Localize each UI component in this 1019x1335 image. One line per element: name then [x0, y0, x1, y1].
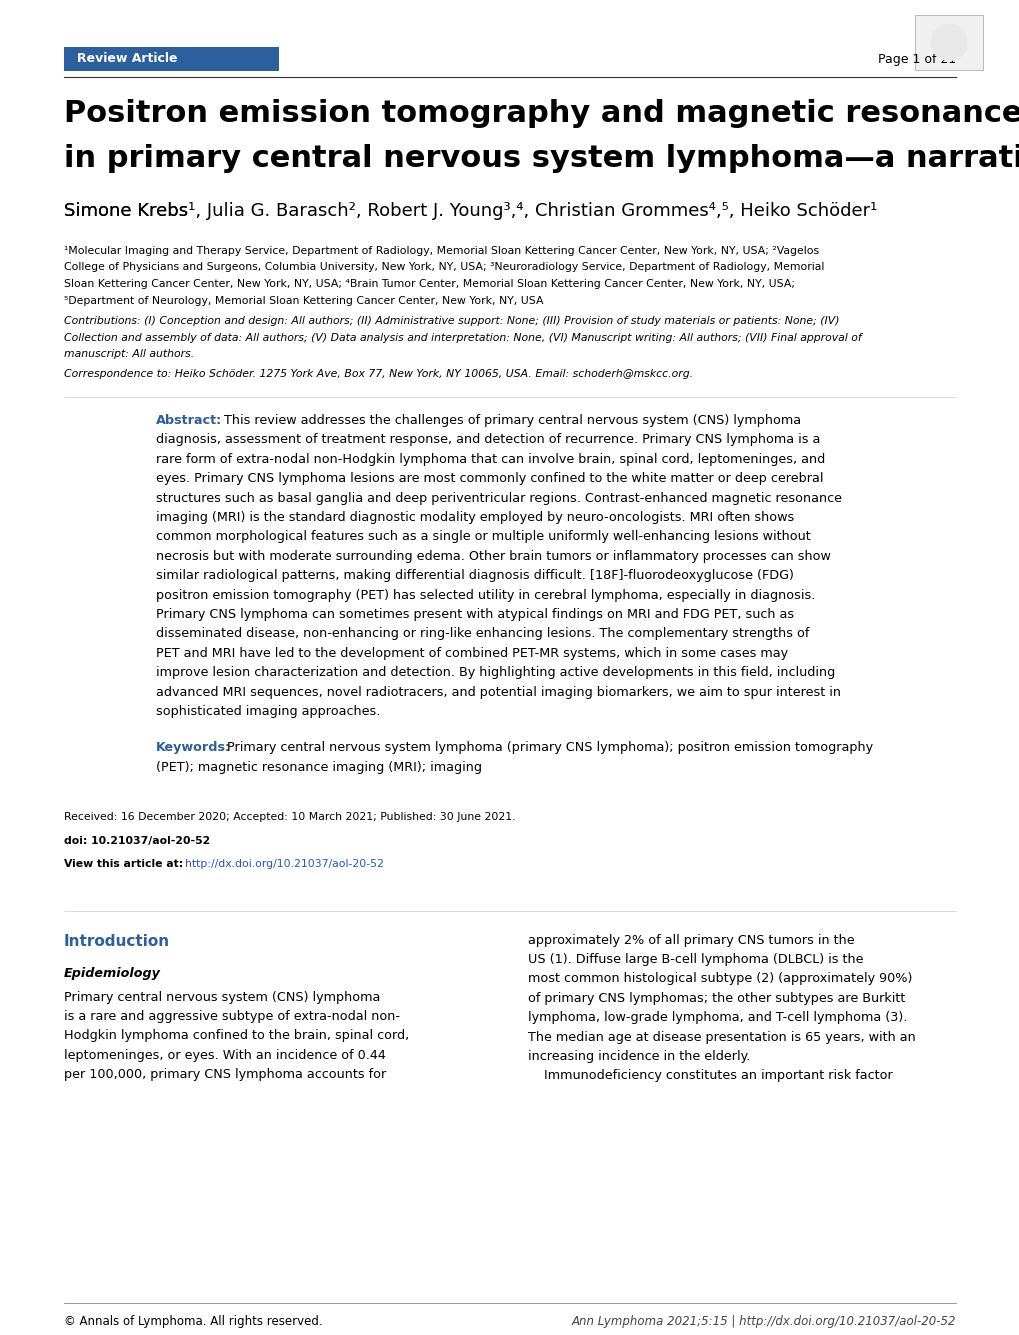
Text: Review Article: Review Article: [76, 52, 177, 65]
Text: Primary central nervous system (CNS) lymphoma: Primary central nervous system (CNS) lym…: [64, 991, 380, 1004]
Text: increasing incidence in the elderly.: increasing incidence in the elderly.: [528, 1051, 750, 1063]
FancyBboxPatch shape: [914, 15, 982, 69]
Text: View this article at:: View this article at:: [64, 860, 186, 869]
Text: rare form of extra-nodal non-Hodgkin lymphoma that can involve brain, spinal cor: rare form of extra-nodal non-Hodgkin lym…: [156, 453, 824, 466]
Text: most common histological subtype (2) (approximately 90%): most common histological subtype (2) (ap…: [528, 972, 911, 985]
Text: approximately 2% of all primary CNS tumors in the: approximately 2% of all primary CNS tumo…: [528, 933, 854, 947]
Text: This review addresses the challenges of primary central nervous system (CNS) lym: This review addresses the challenges of …: [223, 414, 800, 427]
Text: Epidemiology: Epidemiology: [64, 967, 161, 980]
Text: Sloan Kettering Cancer Center, New York, NY, USA; ⁴Brain Tumor Center, Memorial : Sloan Kettering Cancer Center, New York,…: [64, 279, 794, 288]
Text: manuscript: All authors.: manuscript: All authors.: [64, 348, 194, 359]
Text: imaging (MRI) is the standard diagnostic modality employed by neuro-oncologists.: imaging (MRI) is the standard diagnostic…: [156, 511, 794, 525]
Text: per 100,000, primary CNS lymphoma accounts for: per 100,000, primary CNS lymphoma accoun…: [64, 1068, 386, 1081]
Text: Introduction: Introduction: [64, 933, 170, 949]
Text: diagnosis, assessment of treatment response, and detection of recurrence. Primar: diagnosis, assessment of treatment respo…: [156, 434, 819, 446]
Text: The median age at disease presentation is 65 years, with an: The median age at disease presentation i…: [528, 1031, 915, 1044]
Text: similar radiological patterns, making differential diagnosis difficult. [18F]-fl: similar radiological patterns, making di…: [156, 569, 793, 582]
Text: eyes. Primary CNS lymphoma lesions are most commonly confined to the white matte: eyes. Primary CNS lymphoma lesions are m…: [156, 473, 822, 485]
Text: of primary CNS lymphomas; the other subtypes are Burkitt: of primary CNS lymphomas; the other subt…: [528, 992, 905, 1005]
Text: Hodgkin lymphoma confined to the brain, spinal cord,: Hodgkin lymphoma confined to the brain, …: [64, 1029, 409, 1043]
Text: Positron emission tomography and magnetic resonance imaging: Positron emission tomography and magneti…: [64, 99, 1019, 128]
Text: Abstract:: Abstract:: [156, 414, 222, 427]
Text: ⁵Department of Neurology, Memorial Sloan Kettering Cancer Center, New York, NY, : ⁵Department of Neurology, Memorial Sloan…: [64, 295, 543, 306]
Text: positron emission tomography (PET) has selected utility in cerebral lymphoma, es: positron emission tomography (PET) has s…: [156, 589, 814, 602]
Circle shape: [930, 24, 966, 60]
Text: Immunodeficiency constitutes an important risk factor: Immunodeficiency constitutes an importan…: [528, 1069, 892, 1083]
Text: Ann Lymphoma 2021;5:15 | http://dx.doi.org/10.21037/aol-20-52: Ann Lymphoma 2021;5:15 | http://dx.doi.o…: [571, 1315, 955, 1328]
Text: Correspondence to: Heiko Schöder. 1275 York Ave, Box 77, New York, NY 10065, USA: Correspondence to: Heiko Schöder. 1275 Y…: [64, 368, 693, 379]
Text: ¹Molecular Imaging and Therapy Service, Department of Radiology, Memorial Sloan : ¹Molecular Imaging and Therapy Service, …: [64, 246, 818, 256]
Text: Simone Krebs: Simone Krebs: [64, 202, 187, 220]
Text: Primary central nervous system lymphoma (primary CNS lymphoma); positron emissio: Primary central nervous system lymphoma …: [227, 741, 872, 754]
Text: Keywords:: Keywords:: [156, 741, 231, 754]
Text: Check for
updates: Check for updates: [933, 40, 963, 51]
Text: Simone Krebs¹, Julia G. Barasch², Robert J. Young³,⁴, Christian Grommes⁴,⁵, Heik: Simone Krebs¹, Julia G. Barasch², Robert…: [64, 202, 876, 220]
Text: (PET); magnetic resonance imaging (MRI); imaging: (PET); magnetic resonance imaging (MRI);…: [156, 761, 482, 774]
Text: advanced MRI sequences, novel radiotracers, and potential imaging biomarkers, we: advanced MRI sequences, novel radiotrace…: [156, 686, 841, 698]
Text: http://dx.doi.org/10.21037/aol-20-52: http://dx.doi.org/10.21037/aol-20-52: [185, 860, 384, 869]
Text: Page 1 of 21: Page 1 of 21: [877, 52, 955, 65]
Text: leptomeninges, or eyes. With an incidence of 0.44: leptomeninges, or eyes. With an incidenc…: [64, 1049, 385, 1061]
Text: common morphological features such as a single or multiple uniformly well-enhanc: common morphological features such as a …: [156, 530, 810, 543]
Text: is a rare and aggressive subtype of extra-nodal non-: is a rare and aggressive subtype of extr…: [64, 1011, 399, 1023]
Text: structures such as basal ganglia and deep periventricular regions. Contrast-enha: structures such as basal ganglia and dee…: [156, 491, 841, 505]
Text: sophisticated imaging approaches.: sophisticated imaging approaches.: [156, 705, 380, 718]
Text: necrosis but with moderate surrounding edema. Other brain tumors or inflammatory: necrosis but with moderate surrounding e…: [156, 550, 830, 563]
Text: PET and MRI have led to the development of combined PET-MR systems, which in som: PET and MRI have led to the development …: [156, 646, 788, 659]
Text: Contributions: (I) Conception and design: All authors; (II) Administrative suppo: Contributions: (I) Conception and design…: [64, 316, 839, 326]
Text: College of Physicians and Surgeons, Columbia University, New York, NY, USA; ³Neu: College of Physicians and Surgeons, Colu…: [64, 263, 823, 272]
FancyBboxPatch shape: [64, 47, 279, 71]
Text: disseminated disease, non-enhancing or ring-like enhancing lesions. The compleme: disseminated disease, non-enhancing or r…: [156, 627, 809, 641]
Text: improve lesion characterization and detection. By highlighting active developmen: improve lesion characterization and dete…: [156, 666, 835, 680]
Text: lymphoma, low-grade lymphoma, and T-cell lymphoma (3).: lymphoma, low-grade lymphoma, and T-cell…: [528, 1012, 907, 1024]
Text: © Annals of Lymphoma. All rights reserved.: © Annals of Lymphoma. All rights reserve…: [64, 1315, 322, 1328]
Text: US (1). Diffuse large B-cell lymphoma (DLBCL) is the: US (1). Diffuse large B-cell lymphoma (D…: [528, 953, 863, 967]
Text: Received: 16 December 2020; Accepted: 10 March 2021; Published: 30 June 2021.: Received: 16 December 2020; Accepted: 10…: [64, 812, 515, 822]
Text: Primary CNS lymphoma can sometimes present with atypical findings on MRI and FDG: Primary CNS lymphoma can sometimes prese…: [156, 607, 794, 621]
Text: in primary central nervous system lymphoma—a narrative review: in primary central nervous system lympho…: [64, 144, 1019, 174]
Text: doi: 10.21037/aol-20-52: doi: 10.21037/aol-20-52: [64, 836, 210, 845]
Text: Collection and assembly of data: All authors; (V) Data analysis and interpretati: Collection and assembly of data: All aut…: [64, 332, 861, 343]
